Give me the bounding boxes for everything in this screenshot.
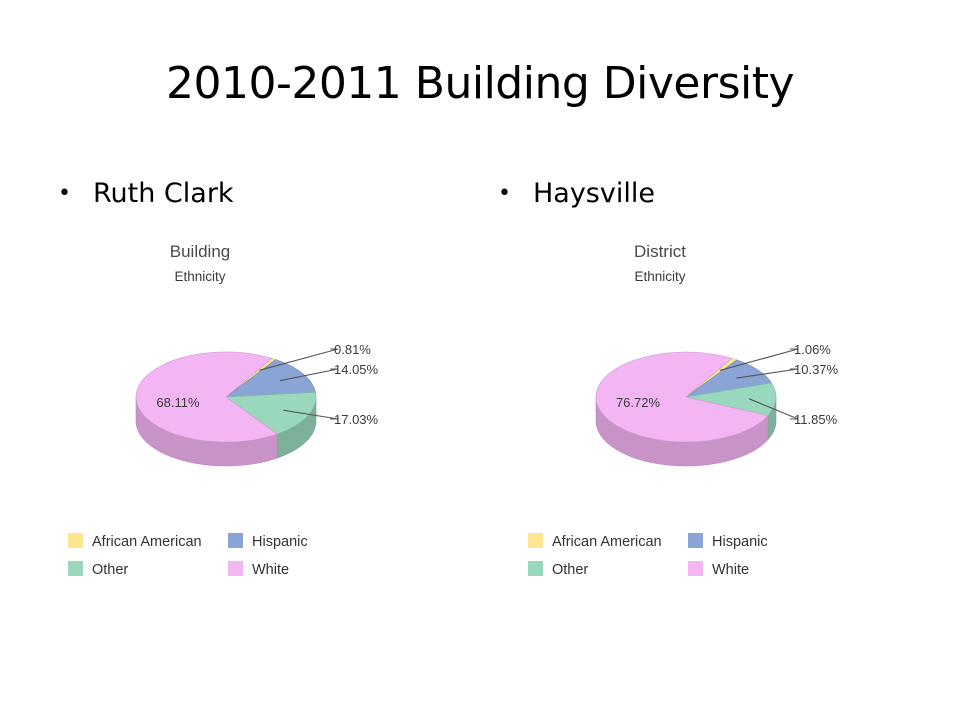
legend-swatch-white bbox=[688, 561, 703, 576]
legend-label-other: Other bbox=[552, 562, 588, 578]
legend-swatch-other bbox=[68, 561, 83, 576]
leader-line-hispanic bbox=[279, 368, 339, 382]
chart-legend: African American Hispanic Other White bbox=[68, 533, 308, 578]
pie-slice-hispanic bbox=[225, 359, 316, 398]
bullet-dot-icon: • bbox=[58, 181, 71, 206]
pie-slice-white bbox=[135, 351, 278, 443]
bullet-dot-icon: • bbox=[498, 181, 511, 206]
bullet-label: Haysville bbox=[532, 178, 655, 209]
pie-group bbox=[595, 351, 777, 467]
slide-title: 2010-2011 Building Diversity bbox=[165, 58, 795, 109]
data-label-white: 68.11% bbox=[156, 395, 200, 410]
bullet-ruth-clark: • Ruth Clark bbox=[58, 178, 234, 209]
legend-label-white: White bbox=[712, 562, 749, 578]
legend-label-other: Other bbox=[92, 562, 128, 578]
data-label-other: 11.85% bbox=[794, 412, 838, 427]
leader-line-african-american bbox=[259, 348, 339, 371]
pie-slice-other bbox=[225, 392, 317, 435]
pie-slice-other bbox=[685, 382, 777, 416]
chart-title: Building bbox=[170, 242, 231, 261]
pie-slice-white bbox=[595, 351, 769, 443]
legend-swatch-african-american bbox=[528, 533, 543, 548]
legend-swatch-hispanic bbox=[228, 533, 243, 548]
leader-line-hispanic bbox=[736, 368, 799, 379]
data-label-african-american: 0.81% bbox=[334, 342, 371, 357]
legend-label-african-american: African American bbox=[92, 534, 202, 550]
chart-subtitle: Ethnicity bbox=[174, 269, 225, 284]
data-label-white: 76.72% bbox=[616, 395, 661, 410]
district-ethnicity-pie-chart: District Ethnicity 1.06% 10.37% 11.85% 76.72%… bbox=[528, 242, 839, 578]
leader-line-african-american bbox=[719, 348, 799, 371]
data-label-african-american: 1.06% bbox=[794, 342, 831, 357]
data-label-hispanic: 10.37% bbox=[794, 362, 839, 377]
leader-line-other bbox=[283, 409, 339, 420]
legend-swatch-other bbox=[528, 561, 543, 576]
data-label-hispanic: 14.05% bbox=[334, 362, 379, 377]
legend-label-african-american: African American bbox=[552, 534, 662, 550]
legend-swatch-white bbox=[228, 561, 243, 576]
leader-line-other bbox=[748, 398, 799, 420]
legend-label-white: White bbox=[252, 562, 289, 578]
chart-title: District bbox=[634, 242, 686, 261]
legend-label-hispanic: Hispanic bbox=[712, 534, 768, 550]
legend-label-hispanic: Hispanic bbox=[252, 534, 308, 550]
pie-group bbox=[135, 351, 317, 467]
data-label-other: 17.03% bbox=[334, 412, 379, 427]
legend-swatch-african-american bbox=[68, 533, 83, 548]
legend-swatch-hispanic bbox=[688, 533, 703, 548]
bullet-label: Ruth Clark bbox=[92, 178, 234, 209]
chart-subtitle: Ethnicity bbox=[634, 269, 685, 284]
chart-legend: African American Hispanic Other White bbox=[528, 533, 768, 578]
bullet-haysville: • Haysville bbox=[498, 178, 655, 209]
building-ethnicity-pie-chart: Building Ethnicity 0.81% 14.05% 17.03% 68.11%… bbox=[68, 242, 379, 578]
